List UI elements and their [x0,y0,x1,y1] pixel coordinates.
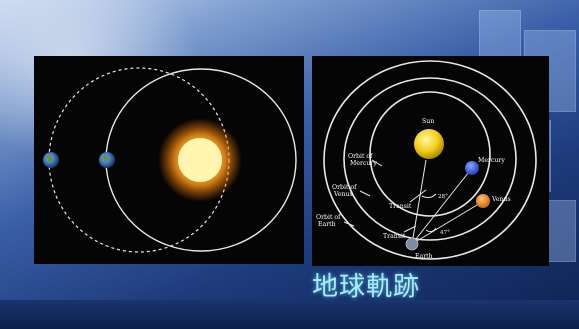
label-earth: Earth [415,253,433,260]
label-sun: Sun [422,118,434,125]
label-orbit-earth-1: Orbit of [316,214,341,221]
sightline-mercury [411,167,473,245]
earth-left-land [47,155,53,162]
pointer-orbit-earth [343,221,355,227]
angle-arc-1 [421,193,437,199]
label-transit-2: Transit [383,233,406,240]
sightline-sun [411,159,427,245]
orbit-diagram-panel: Sun Mercury Venus Earth Orbit of Mercury… [312,56,549,266]
label-orbit-earth-2: Earth [318,221,336,228]
orbit-mercury [369,91,491,217]
pointer-transit-2 [403,225,417,233]
label-orbit-venus-2: Venus [333,191,353,198]
label-angle-1: 28° [438,194,448,200]
pointer-transit-1 [409,189,427,203]
orbit-animation-panel [34,56,304,264]
label-venus: Venus [491,196,511,203]
angle-arc-2 [425,227,437,233]
sightline-venus [411,201,483,245]
label-angle-2: 47° [440,230,450,236]
orbit-earth [323,60,537,260]
earth-body [405,237,419,251]
pointer-orbit-venus [359,190,371,197]
label-orbit-mercury-2: Mercury [350,160,377,167]
label-orbit-venus-1: Orbit of [332,184,357,191]
sun-body [414,129,444,159]
sun [178,138,222,182]
mercury-body [465,161,479,175]
earth-right-land [103,155,109,162]
pointer-orbit-mercury [371,159,383,167]
label-orbit-mercury-1: Orbit of [348,153,373,160]
venus-body [476,194,490,208]
label-transit-1: Transit [389,203,412,210]
orbit-venus [343,77,517,241]
bottom-band [0,300,579,329]
caption-earth-orbit-trajectory: 地球軌跡 [312,272,421,302]
label-mercury: Mercury [478,157,505,164]
